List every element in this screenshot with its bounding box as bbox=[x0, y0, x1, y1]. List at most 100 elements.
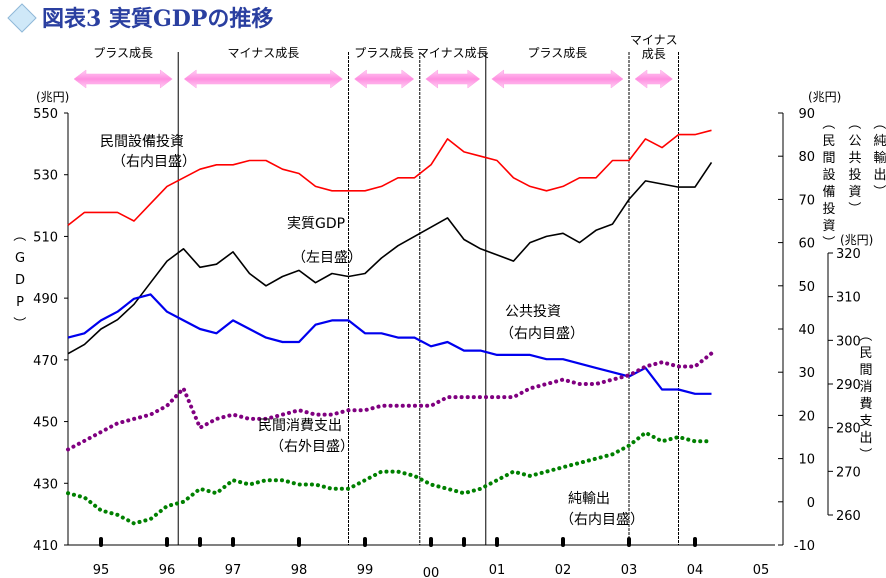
series-line-3 bbox=[66, 351, 714, 452]
left-axis-ticks: 410 430 450 470 490 510 530 550 bbox=[33, 107, 68, 554]
x-axis-marker bbox=[99, 537, 103, 547]
series-lines bbox=[66, 129, 714, 526]
x-tick-label: 99 bbox=[357, 563, 374, 578]
right-outer-tick-label: 320 bbox=[836, 247, 861, 262]
axis-label-char: 間 bbox=[859, 363, 872, 378]
annotation-netexports-axis: （右内目盛） bbox=[560, 512, 644, 528]
right-inner-tick-label: 0 bbox=[807, 496, 815, 511]
axis-label-char: 費 bbox=[859, 397, 872, 412]
phase-arrow-5 bbox=[634, 69, 673, 89]
left-axis-unit: (兆円) bbox=[36, 90, 69, 104]
phase-arrow-0 bbox=[73, 69, 173, 89]
phase-label-1: マイナス成長 bbox=[227, 46, 299, 60]
axis-label-char: 消 bbox=[859, 380, 872, 395]
x-axis-marker bbox=[231, 537, 235, 547]
axis-label-char: 投 bbox=[822, 201, 835, 217]
annotation-capex-name: 民間設備投資 bbox=[100, 134, 184, 150]
x-tick-label: 96 bbox=[159, 563, 176, 578]
axis-label-char: 公 bbox=[848, 134, 861, 149]
series-line-1 bbox=[67, 129, 712, 226]
left-tick-label: 530 bbox=[33, 169, 58, 184]
x-axis-marker bbox=[363, 537, 367, 547]
x-tick-label: 00 bbox=[423, 566, 440, 578]
series-line-2 bbox=[67, 293, 712, 395]
phase-arrow-4 bbox=[491, 69, 624, 89]
x-tick-label: 01 bbox=[489, 563, 506, 578]
x-axis-marker bbox=[165, 537, 169, 547]
axis-label-char: ） bbox=[11, 316, 26, 329]
x-tick-label: 95 bbox=[93, 563, 110, 578]
annotation-gdp-name: 実質GDP bbox=[287, 216, 345, 232]
annotation-capex-axis: （右内目盛） bbox=[112, 154, 196, 170]
phase-arrow-2 bbox=[354, 69, 415, 89]
axis-label-char: 資 bbox=[822, 219, 835, 234]
axis-label-char: ） bbox=[857, 447, 872, 460]
axis-label-char: 間 bbox=[822, 151, 835, 166]
phase-label-5: マイナス成長 bbox=[630, 33, 678, 61]
left-tick-label: 450 bbox=[33, 416, 58, 431]
axis-label-char: 出 bbox=[859, 431, 872, 446]
right-inner-axis-ticks: -10 0 10 20 30 40 50 60 70 80 90 bbox=[778, 107, 815, 554]
axis-label-char: 民 bbox=[822, 134, 835, 149]
chart-title: 図表3 実質GDPの推移 bbox=[42, 6, 273, 32]
series-line-4 bbox=[66, 430, 714, 526]
right-inner-tick-label: 70 bbox=[798, 193, 815, 208]
axis-label-char: 輸 bbox=[873, 151, 886, 166]
x-axis-marker bbox=[429, 537, 433, 547]
left-tick-label: 510 bbox=[33, 230, 58, 245]
right-outer-tick-label: 270 bbox=[836, 465, 861, 480]
right-outer-tick-label: 260 bbox=[836, 509, 861, 524]
axis-label-char: ） bbox=[871, 184, 886, 197]
x-axis-marker bbox=[693, 537, 697, 547]
phase-label-3: マイナス成長 bbox=[417, 46, 489, 60]
axis-label-char: （ bbox=[857, 328, 872, 341]
axis-label-char: 投 bbox=[848, 167, 861, 183]
right-inner-tick-label: 90 bbox=[798, 107, 815, 122]
x-tick-label: 98 bbox=[291, 563, 308, 578]
annotation-public-axis: （右内目盛） bbox=[500, 326, 584, 342]
right-inner-tick-label: 50 bbox=[798, 280, 815, 295]
axis-label-char: G bbox=[15, 251, 25, 266]
x-tick-label: 97 bbox=[225, 563, 242, 578]
series-line-0 bbox=[67, 161, 713, 355]
x-axis-marker bbox=[561, 537, 565, 547]
annotation-public-name: 公共投資 bbox=[505, 304, 561, 320]
annotation-netexports-name: 純輸出 bbox=[568, 491, 610, 507]
phase-arrow-1 bbox=[183, 69, 343, 89]
axis-label-char: P bbox=[16, 295, 24, 310]
right-outer-tick-label: 280 bbox=[836, 422, 861, 437]
right-outer-tick-label: 310 bbox=[836, 291, 861, 306]
diamond-icon bbox=[7, 3, 37, 33]
axis-label-char: （ bbox=[846, 116, 861, 129]
right-outer-axis-label: （ 民間消費支出） bbox=[857, 328, 873, 460]
x-tick-label: 02 bbox=[555, 563, 572, 578]
x-tick-label: 05 bbox=[753, 563, 770, 578]
annotation-consumption-axis: （右外目盛） bbox=[270, 439, 354, 455]
x-axis-marker bbox=[297, 537, 301, 547]
right-outer-tick-label: 290 bbox=[836, 378, 861, 393]
x-axis-marker bbox=[627, 537, 631, 547]
axis-label-char: ） bbox=[820, 235, 835, 248]
axis-label-char: ） bbox=[846, 201, 861, 214]
annotation-consumption-name: 民間消費支出 bbox=[258, 418, 342, 434]
x-axis-ticks: 95 96 97 98 99 00 01 02 03 04 05 bbox=[93, 563, 770, 578]
axis-label-char: 設 bbox=[822, 167, 835, 183]
axis-label-char: （ bbox=[11, 228, 26, 241]
right-inner-tick-label: 30 bbox=[798, 366, 815, 381]
left-tick-label: 490 bbox=[33, 292, 58, 307]
axis-label-char: 民 bbox=[859, 346, 872, 361]
quarter-markers bbox=[99, 537, 697, 547]
right-inner-tick-label: -10 bbox=[794, 539, 815, 554]
axis-label-char: 純 bbox=[873, 134, 886, 149]
phase-arrow-3 bbox=[425, 69, 481, 89]
annotation-capex: 民間設備投資 （右内目盛） bbox=[100, 134, 196, 170]
axis-label-char: 資 bbox=[848, 185, 861, 200]
left-tick-label: 430 bbox=[33, 477, 58, 492]
left-tick-label: 410 bbox=[33, 539, 58, 554]
axis-label-char: 出 bbox=[873, 168, 886, 183]
axis-label-char: （ bbox=[871, 116, 886, 129]
left-axis-label: （ GDP ） bbox=[11, 228, 26, 329]
right-inner-tick-label: 10 bbox=[798, 453, 815, 468]
